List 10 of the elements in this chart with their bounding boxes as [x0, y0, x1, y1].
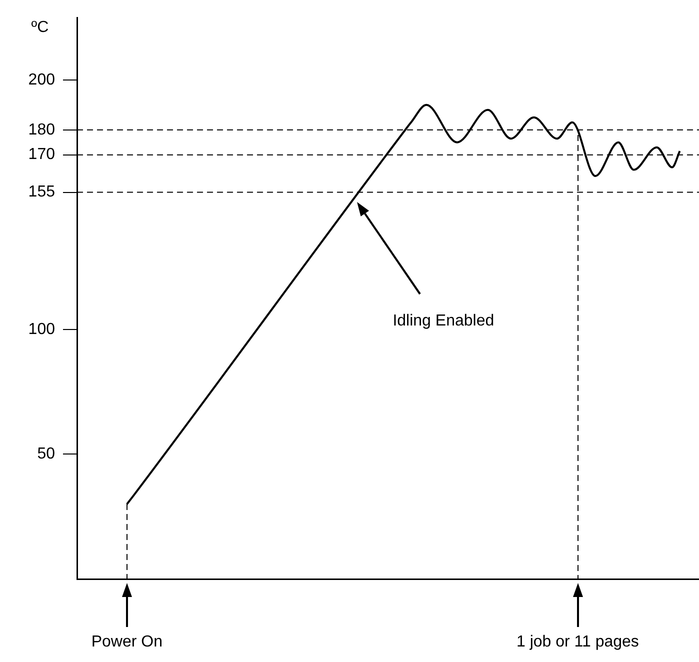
annotation: Idling Enabled	[392, 312, 494, 330]
y-tick-label: 200	[28, 71, 56, 88]
y-axis-title: ºC	[31, 19, 49, 36]
y-tick-label: 100	[28, 320, 56, 338]
y-tick-label: 155	[28, 184, 56, 201]
text: Power On	[91, 633, 162, 650]
text: 1 job or 11 pages	[516, 633, 639, 650]
y-tick-label: 180	[28, 121, 56, 138]
y-tick-label: 170	[28, 146, 56, 164]
y-tick-label: 50	[37, 446, 56, 463]
